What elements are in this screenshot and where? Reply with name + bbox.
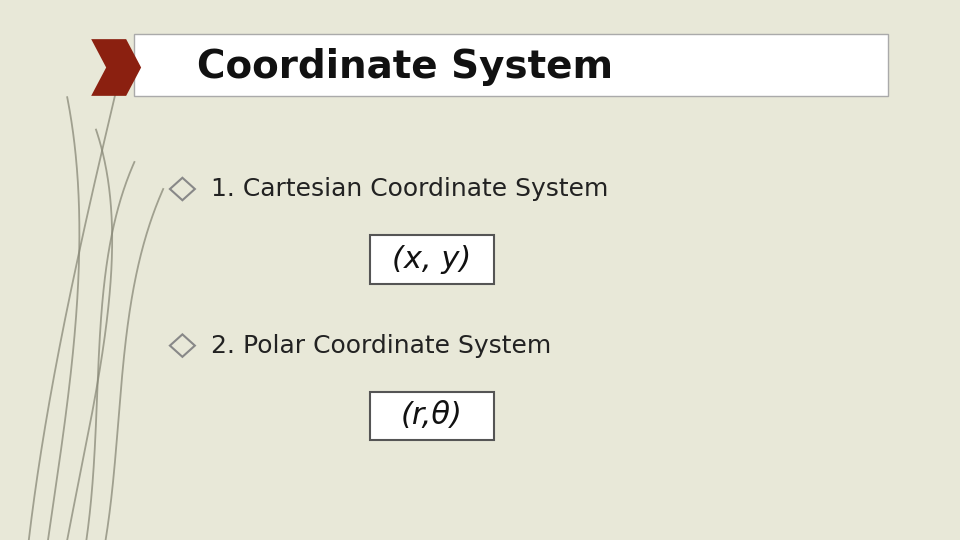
Text: Coordinate System: Coordinate System [197, 49, 612, 86]
Text: 1. Cartesian Coordinate System: 1. Cartesian Coordinate System [211, 177, 609, 201]
FancyBboxPatch shape [370, 392, 494, 440]
FancyBboxPatch shape [370, 235, 494, 284]
Text: (r,θ): (r,θ) [401, 401, 463, 430]
Text: 2. Polar Coordinate System: 2. Polar Coordinate System [211, 334, 551, 357]
FancyBboxPatch shape [134, 34, 888, 96]
Text: (x, y): (x, y) [393, 245, 471, 274]
Polygon shape [91, 39, 141, 96]
